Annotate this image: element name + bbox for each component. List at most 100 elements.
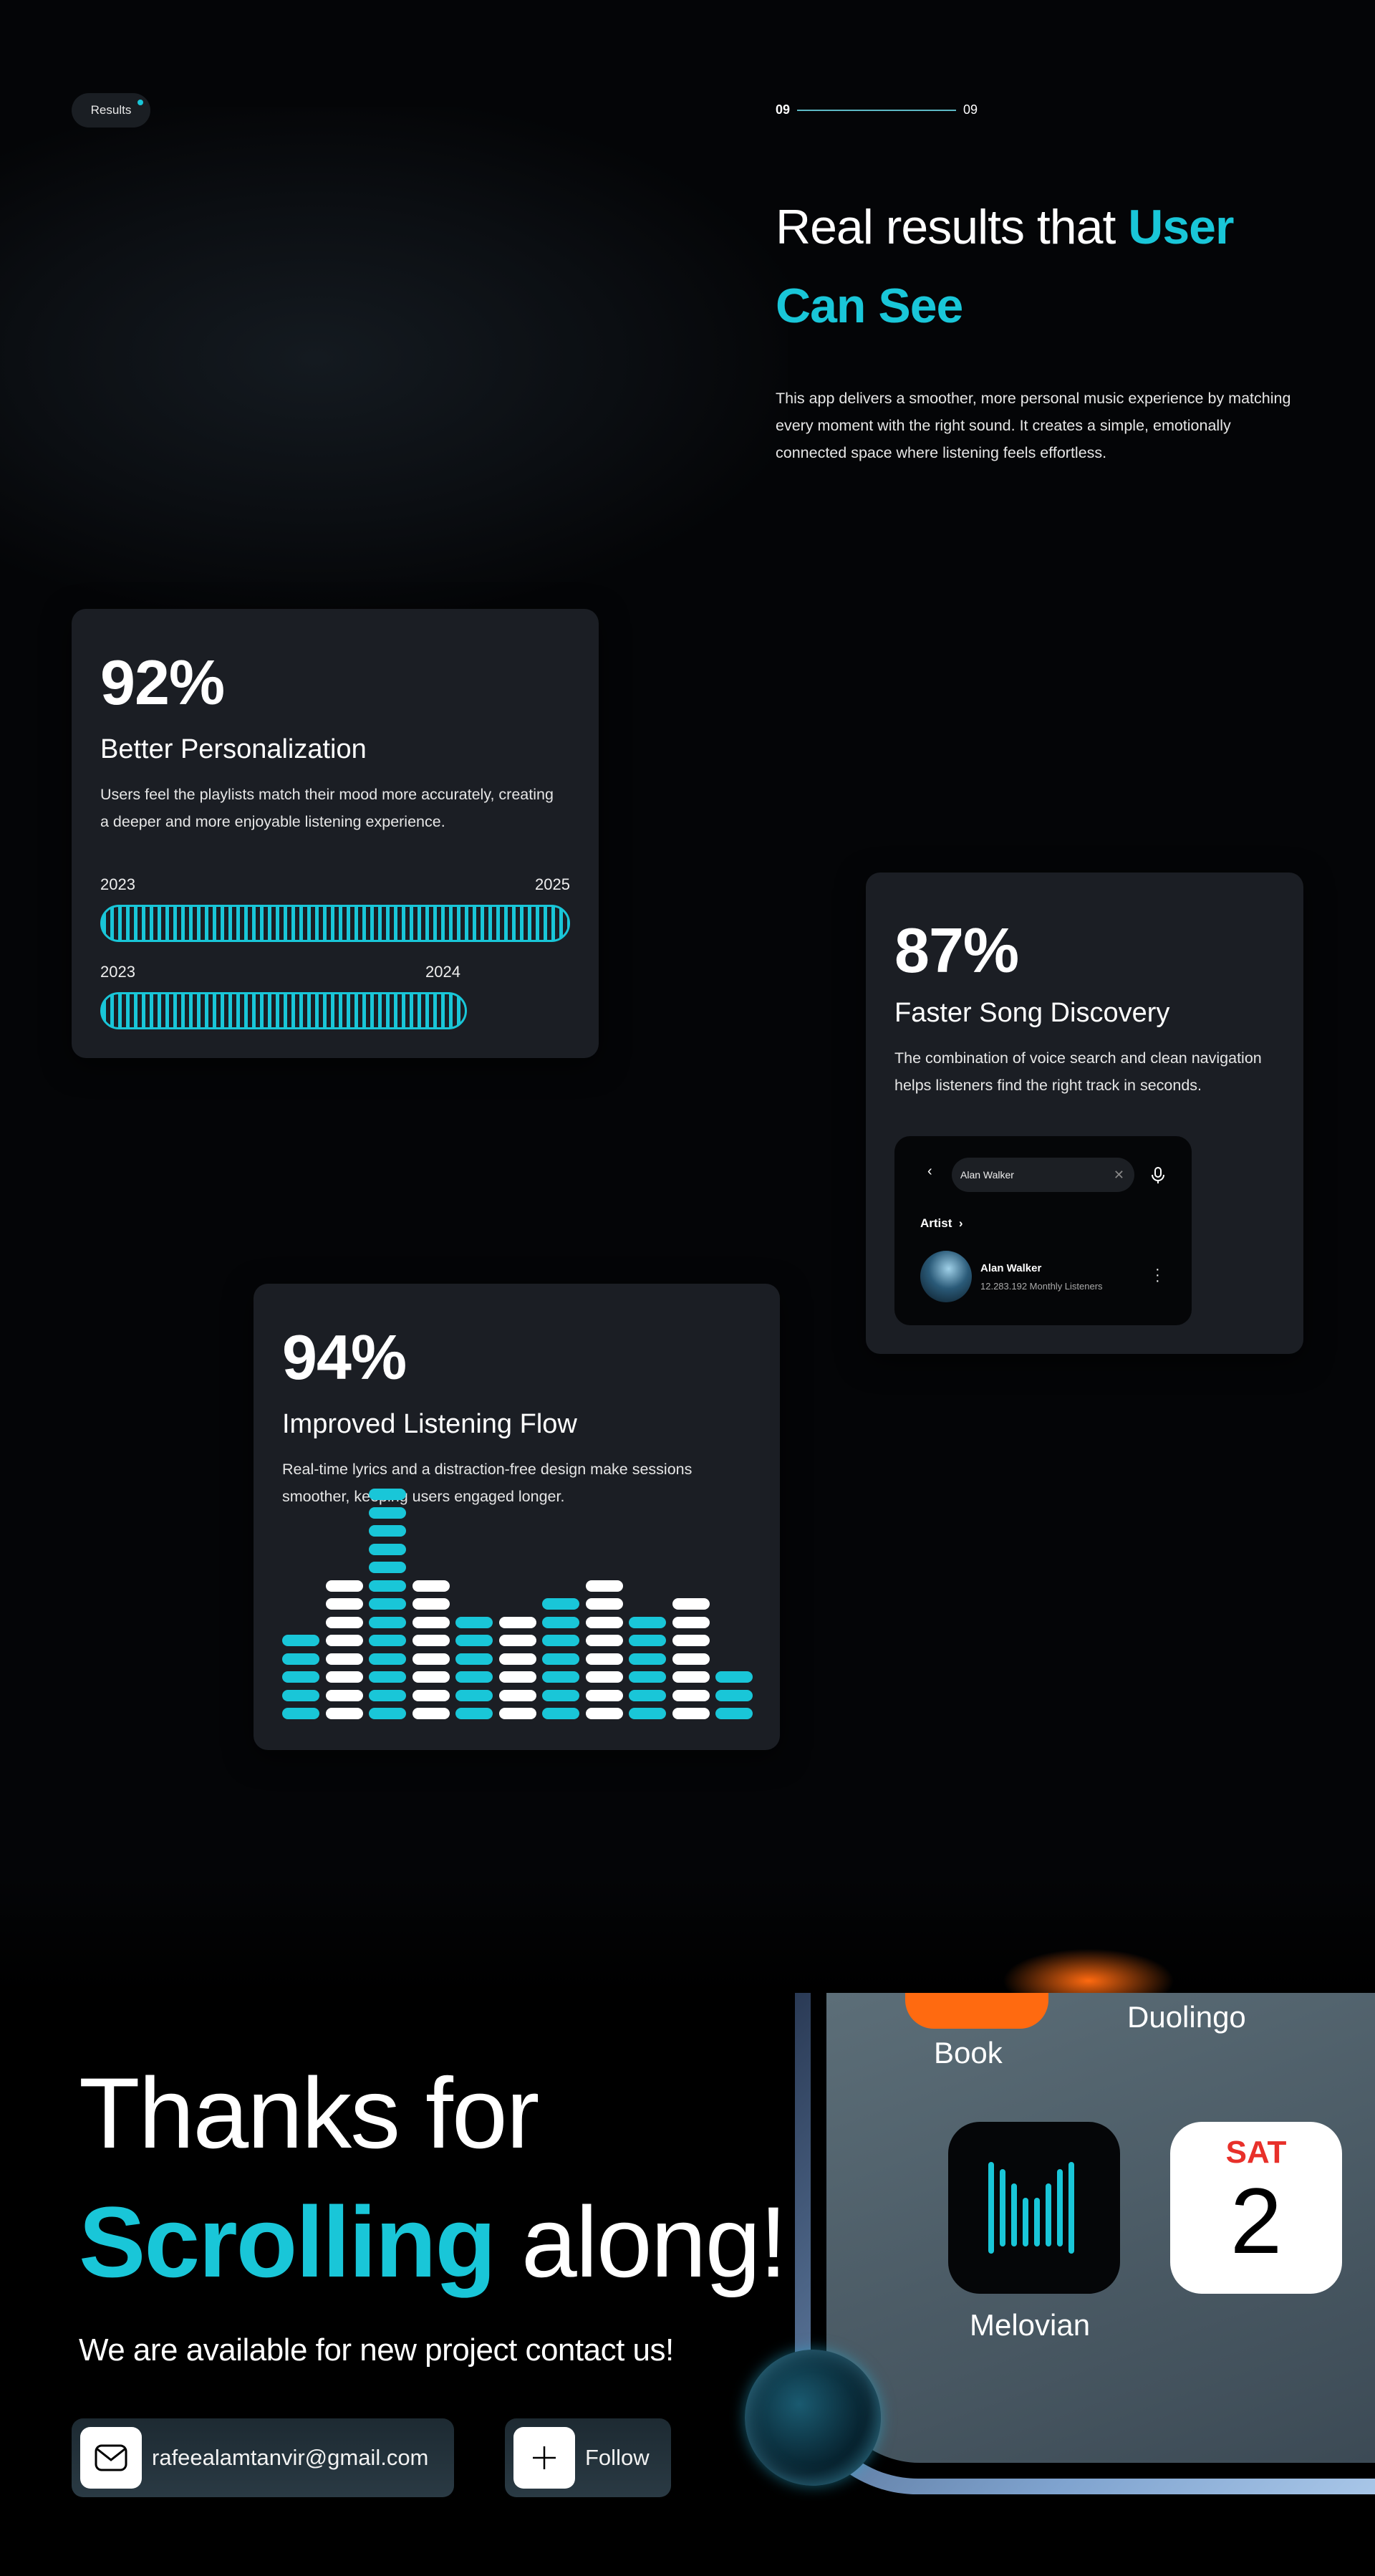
pager-line <box>797 109 957 111</box>
equalizer-segment <box>369 1635 406 1646</box>
stat-desc: Real-time lyrics and a distraction-free … <box>282 1461 693 1505</box>
equalizer-segment <box>629 1635 666 1646</box>
equalizer-segment <box>498 1708 536 1719</box>
artist-avatar <box>920 1251 972 1302</box>
email-button[interactable]: rafeealamtanvir@gmail.com <box>72 2418 454 2497</box>
equalizer-segment <box>369 1543 406 1555</box>
artist-name[interactable]: Alan Walker <box>980 1262 1042 1274</box>
progress-bar <box>100 992 467 1029</box>
equalizer-segment <box>498 1689 536 1701</box>
search-input[interactable]: Alan Walker ✕ <box>952 1158 1134 1192</box>
equalizer-segment <box>369 1616 406 1628</box>
equalizer-segment <box>498 1616 536 1628</box>
badge-label: Results <box>90 103 132 117</box>
pager-current: 09 <box>776 102 791 117</box>
glass-orb-decoration <box>745 2350 881 2486</box>
equalizer-segment <box>325 1598 363 1610</box>
equalizer-segment <box>585 1635 623 1646</box>
equalizer-segment <box>369 1525 406 1537</box>
equalizer-segment <box>369 1671 406 1683</box>
equalizer-segment <box>542 1671 579 1683</box>
mail-icon <box>80 2427 142 2489</box>
app-label: Duolingo <box>1127 2000 1246 2034</box>
equalizer-segment <box>672 1689 710 1701</box>
equalizer-segment <box>715 1671 753 1683</box>
equalizer-segment <box>412 1616 450 1628</box>
stat-title: Faster Song Discovery <box>894 998 1170 1028</box>
equalizer-segment <box>325 1689 363 1701</box>
equalizer-segment <box>369 1689 406 1701</box>
equalizer-segment <box>455 1635 493 1646</box>
equalizer-segment <box>585 1580 623 1592</box>
equalizer-segment <box>498 1653 536 1665</box>
equalizer-segment <box>455 1708 493 1719</box>
bar-end-label: 2025 <box>535 875 570 893</box>
equalizer-segment <box>629 1671 666 1683</box>
equalizer-segment <box>629 1708 666 1719</box>
equalizer-segment <box>325 1580 363 1592</box>
stat-desc: The combination of voice search and clea… <box>894 1049 1262 1094</box>
equalizer-segment <box>369 1562 406 1573</box>
equalizer-segment <box>412 1653 450 1665</box>
equalizer-segment <box>369 1653 406 1665</box>
equalizer-segment <box>282 1689 319 1701</box>
equalizer-segment <box>498 1635 536 1646</box>
equalizer-segment <box>542 1653 579 1665</box>
equalizer-segment <box>412 1671 450 1683</box>
search-preview: ‹ Alan Walker ✕ Artist › Alan Walker 12.2… <box>894 1136 1192 1325</box>
book-app-icon <box>905 1993 1048 2029</box>
equalizer-segment <box>498 1671 536 1683</box>
equalizer-segment <box>585 1708 623 1719</box>
equalizer-segment <box>282 1708 319 1719</box>
equalizer-segment <box>455 1616 493 1628</box>
equalizer-segment <box>282 1635 319 1646</box>
equalizer-segment <box>455 1671 493 1683</box>
back-icon[interactable]: ‹ <box>927 1163 932 1179</box>
equalizer-segment <box>672 1653 710 1665</box>
intro-text: This app delivers a smoother, more perso… <box>776 390 1291 461</box>
artist-section-link[interactable]: Artist › <box>920 1216 963 1230</box>
page-title: Real results that User Can See <box>776 200 1234 333</box>
app-label: Melovian <box>970 2308 1091 2342</box>
bar-end-label: 2024 <box>425 963 460 981</box>
equalizer-segment <box>369 1489 406 1500</box>
stat-title: Improved Listening Flow <box>282 1409 577 1439</box>
stat-percent: 87% <box>894 915 1019 986</box>
equalizer-segment <box>455 1689 493 1701</box>
equalizer-segment <box>542 1616 579 1628</box>
equalizer-segment <box>672 1671 710 1683</box>
equalizer-segment <box>672 1635 710 1646</box>
bar-start-label: 2023 <box>100 875 135 893</box>
equalizer-segment <box>455 1653 493 1665</box>
calendar-app-icon: SAT 2 <box>1170 2122 1342 2294</box>
background-glow <box>0 107 788 609</box>
equalizer-segment <box>412 1689 450 1701</box>
equalizer-segment <box>629 1653 666 1665</box>
equalizer-segment <box>369 1580 406 1592</box>
equalizer-segment <box>672 1616 710 1628</box>
equalizer-segment <box>412 1635 450 1646</box>
equalizer-segment <box>585 1616 623 1628</box>
badge-dot <box>138 100 143 105</box>
equalizer-segment <box>542 1598 579 1610</box>
equalizer-segment <box>369 1506 406 1519</box>
plus-icon <box>513 2427 575 2489</box>
section-pager: 09 09 <box>776 102 978 117</box>
equalizer-segment <box>629 1616 666 1628</box>
follow-button[interactable]: Follow <box>505 2418 671 2497</box>
equalizer-segment <box>585 1598 623 1610</box>
more-options-icon[interactable]: · · · <box>1155 1261 1160 1289</box>
equalizer-segment <box>715 1689 753 1701</box>
app-label: Book <box>934 2036 1003 2070</box>
follow-label: Follow <box>585 2445 650 2470</box>
equalizer-segment <box>369 1598 406 1610</box>
clear-icon[interactable]: ✕ <box>1113 1167 1124 1182</box>
equalizer-segment <box>542 1635 579 1646</box>
footer-subtitle: We are available for new project contact… <box>79 2332 674 2368</box>
equalizer-segment <box>412 1580 450 1592</box>
stat-card-discovery: 87% Faster Song Discovery The combinatio… <box>866 873 1303 1354</box>
equalizer-segment <box>629 1689 666 1701</box>
microphone-icon[interactable] <box>1150 1166 1166 1185</box>
equalizer-segment <box>369 1708 406 1719</box>
stat-card-personalization: 92% Better Personalization Users feel th… <box>72 609 599 1058</box>
